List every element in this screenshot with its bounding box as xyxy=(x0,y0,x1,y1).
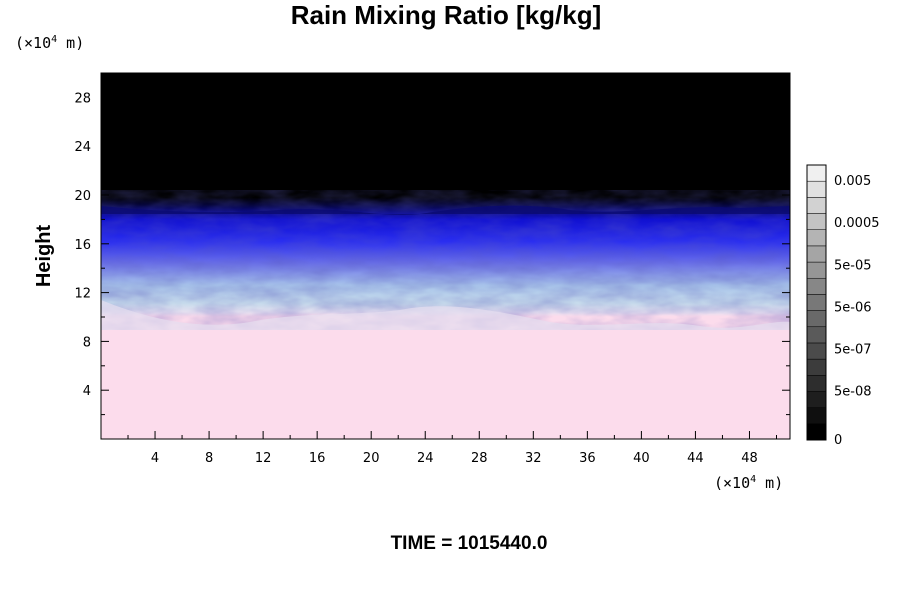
y-tick-label: 28 xyxy=(74,91,91,106)
x-tick-label: 36 xyxy=(579,451,596,466)
y-tick-label: 4 xyxy=(83,384,91,399)
x-tick-label: 40 xyxy=(633,451,650,466)
colorbar-level xyxy=(806,294,827,311)
x-tick-label: 8 xyxy=(205,451,213,466)
colorbar-label: 5e-05 xyxy=(834,258,872,273)
colorbar-level xyxy=(806,423,827,441)
colorbar-level xyxy=(806,180,827,198)
plot-area xyxy=(101,73,790,439)
colorbar-label: 0.0005 xyxy=(834,216,880,231)
x-unit-label: (×104 m) xyxy=(714,474,783,492)
upper-cloud-top xyxy=(101,205,790,215)
colorbar-label: 5e-06 xyxy=(834,300,872,315)
x-tick-label: 28 xyxy=(471,451,488,466)
colorbar-level xyxy=(806,310,827,328)
colorbar-label: 5e-08 xyxy=(834,384,872,399)
colorbar-level xyxy=(806,277,827,295)
colorbar-level xyxy=(806,391,827,408)
y-axis: 4 8 12 16 20 24 28 xyxy=(74,91,790,416)
colorbar-level xyxy=(806,213,827,230)
colorbar-label: 5e-07 xyxy=(834,342,872,357)
x-tick-label: 12 xyxy=(255,451,272,466)
y-axis-label: Height xyxy=(33,225,55,288)
plot-frame xyxy=(100,72,791,440)
time-label: TIME = 1015440.0 xyxy=(391,533,548,554)
colorbar: 0.005 0.0005 5e-05 5e-06 5e-07 5e-08 0 xyxy=(806,164,880,448)
colorbar-level xyxy=(806,245,827,263)
cloud-edge xyxy=(101,300,790,330)
colorbar-label: 0 xyxy=(834,433,842,448)
y-unit-label: (×104 m) xyxy=(15,34,84,52)
colorbar-level xyxy=(806,375,827,392)
x-tick-label: 20 xyxy=(363,451,380,466)
x-tick-label: 24 xyxy=(417,451,434,466)
colorbar-level xyxy=(806,407,827,425)
y-tick-label: 20 xyxy=(74,189,91,204)
colorbar-level xyxy=(806,358,827,376)
colorbar-level xyxy=(806,197,827,214)
x-tick-label: 32 xyxy=(525,451,542,466)
chart-title: Rain Mixing Ratio [kg/kg] xyxy=(291,0,602,30)
y-tick-label: 24 xyxy=(74,140,91,155)
y-tick-label: 8 xyxy=(83,335,91,350)
x-tick-label: 44 xyxy=(687,451,704,466)
colorbar-level xyxy=(806,229,827,247)
colorbar-level xyxy=(806,326,827,344)
colorbar-level xyxy=(806,342,827,360)
x-axis: 4 8 12 16 20 24 28 32 36 40 44 48 xyxy=(127,73,777,466)
colorbar-label: 0.005 xyxy=(834,174,871,189)
colorbar-level xyxy=(806,261,827,279)
x-tick-label: 48 xyxy=(741,451,758,466)
x-tick-label: 16 xyxy=(309,451,326,466)
x-tick-label: 4 xyxy=(151,451,159,466)
colorbar-frame xyxy=(806,164,827,441)
y-tick-label: 12 xyxy=(74,287,91,302)
y-tick-label: 16 xyxy=(74,238,91,253)
colorbar-level xyxy=(806,164,827,182)
